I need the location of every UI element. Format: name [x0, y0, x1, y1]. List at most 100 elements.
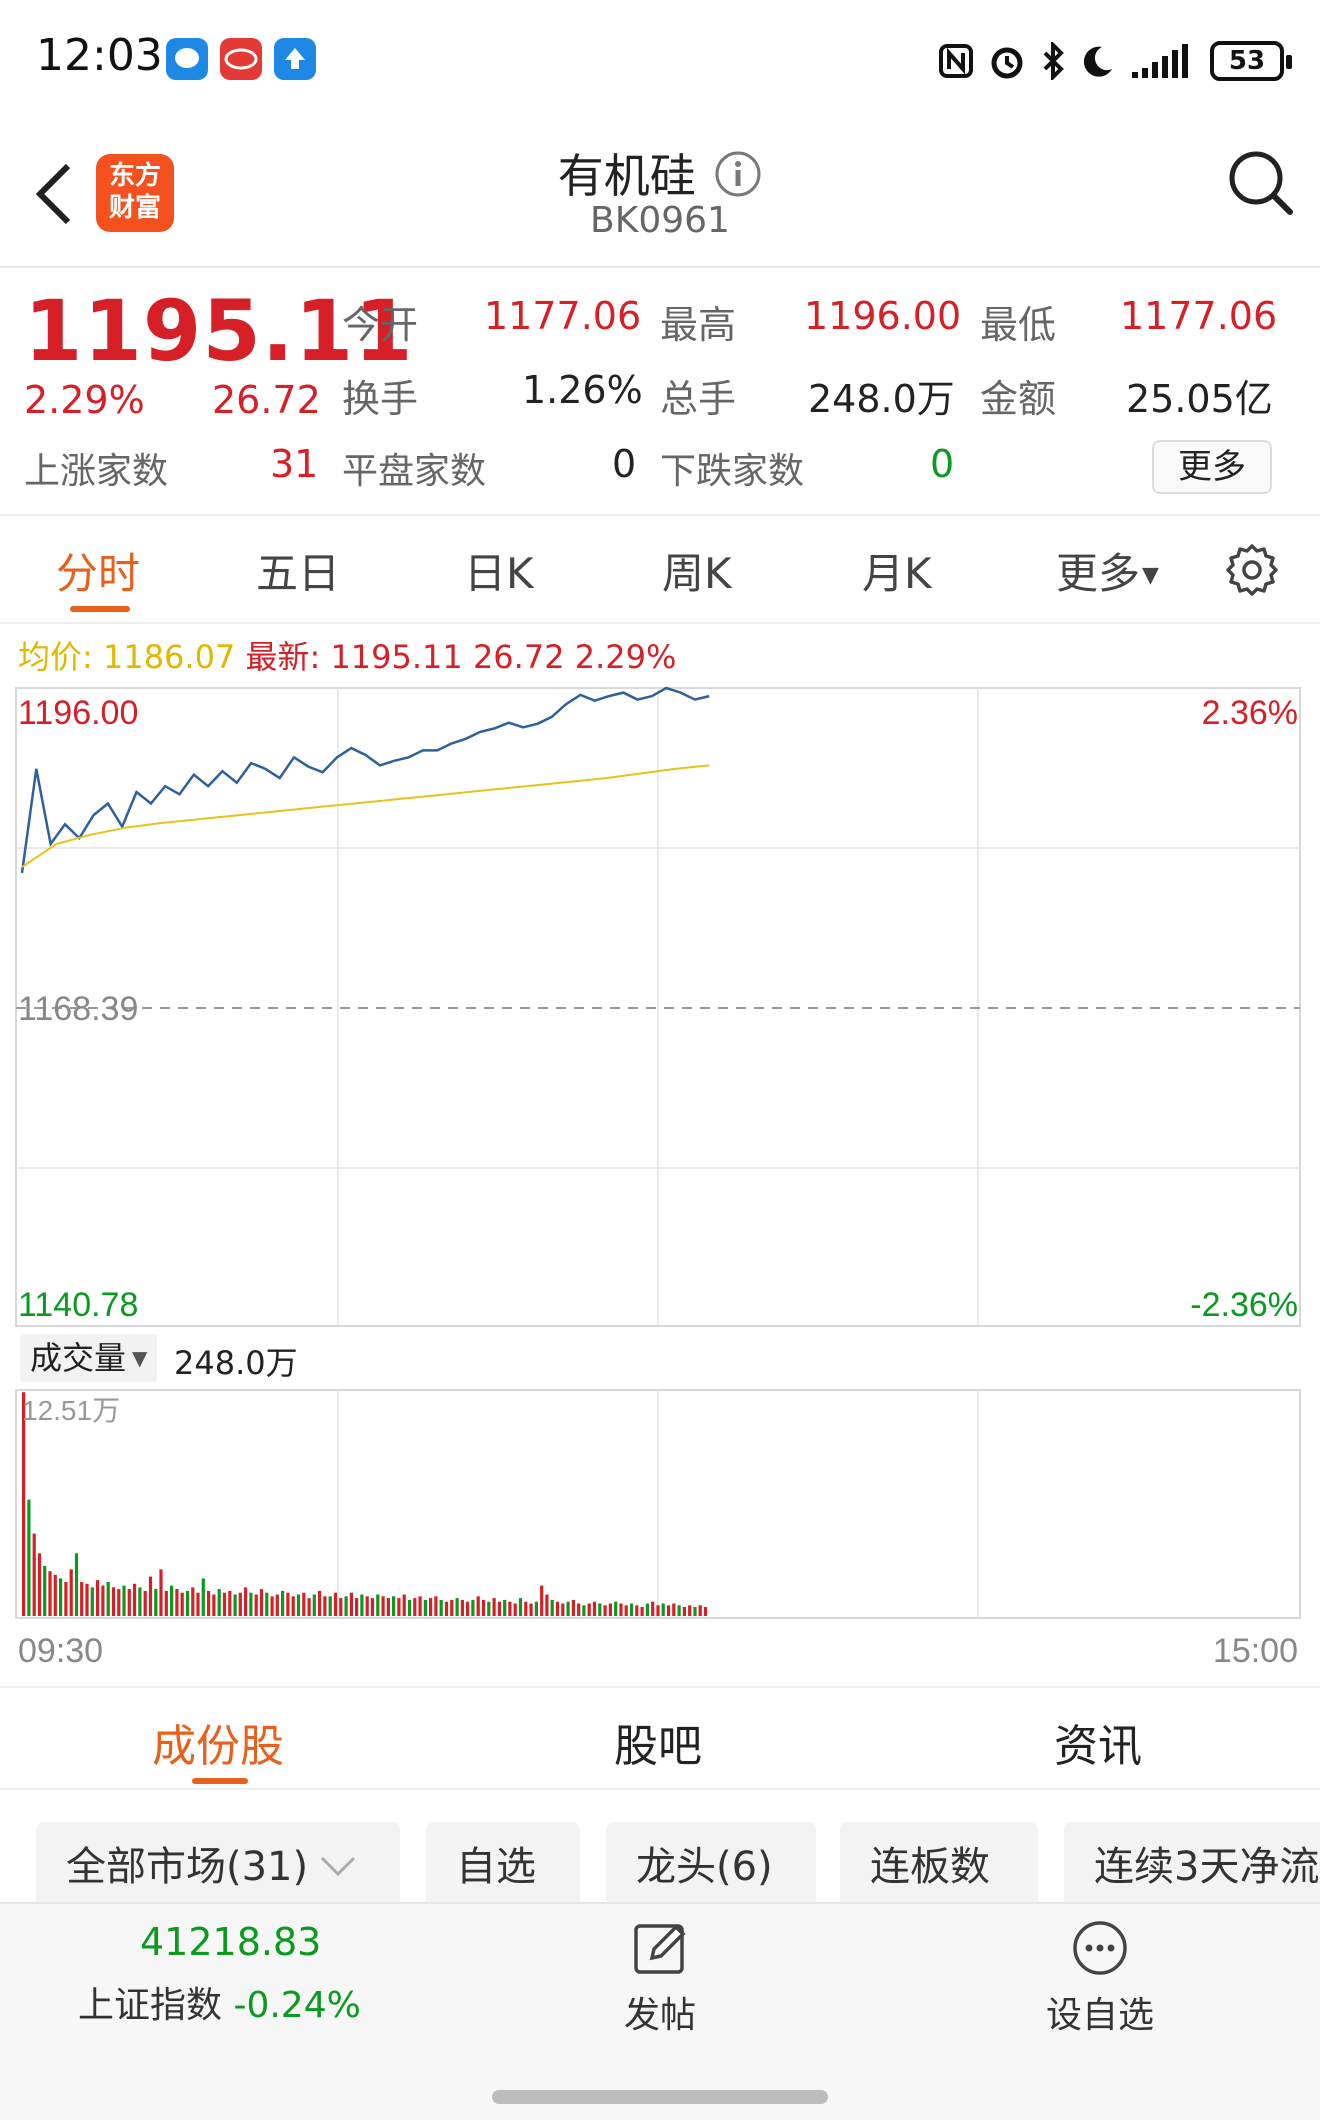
volume-bar: [608, 1603, 612, 1616]
volume-total: 248.0万: [174, 1344, 298, 1382]
volume-bar: [85, 1583, 89, 1616]
volume-bar: [148, 1576, 153, 1616]
tab-daily-k[interactable]: 日K: [464, 549, 534, 598]
bottom-bar: 41218.83 上证指数 -0.24% 发帖 设自选: [0, 1902, 1320, 2120]
tab-constituents[interactable]: 成份股: [152, 1721, 284, 1772]
volume-bar: [392, 1596, 396, 1616]
filter-limit-up[interactable]: 连板数: [840, 1822, 1038, 1912]
time-end-label: 15:00: [1213, 1632, 1298, 1670]
volume-bar: [460, 1599, 464, 1616]
volume-selector[interactable]: 成交量 ▼: [20, 1334, 158, 1382]
add-watchlist-label: 设自选: [1045, 1995, 1154, 2036]
volume-bar: [698, 1605, 702, 1616]
volume-bar: [592, 1601, 597, 1616]
flat-count-label: 平盘家数: [342, 451, 487, 492]
volume-bar: [196, 1592, 200, 1616]
volume-bar: [191, 1587, 195, 1616]
volume-bar: [164, 1590, 168, 1616]
volume-bar: [598, 1603, 602, 1616]
latest-pct: 2.29%: [574, 638, 677, 676]
volume-bar: [22, 1392, 26, 1616]
volume-bar: [545, 1594, 549, 1616]
volume-bars: [22, 1392, 708, 1616]
filter-watchlist[interactable]: 自选: [426, 1822, 580, 1912]
tab-news[interactable]: 资讯: [1054, 1721, 1142, 1772]
tab-more[interactable]: 更多▼: [1056, 540, 1159, 601]
post-label: 发帖: [623, 1995, 696, 2036]
post-button[interactable]: 发帖: [590, 1918, 730, 2038]
index-name-row[interactable]: 上证指数 -0.24%: [78, 1976, 361, 2028]
low-value: 1177.06: [1120, 294, 1278, 338]
app-logo[interactable]: 东方 财富: [96, 154, 174, 232]
volume-bar: [318, 1590, 322, 1616]
volume-bar: [138, 1587, 142, 1616]
latest-change: 26.72: [472, 638, 565, 676]
volume-bar: [296, 1594, 301, 1616]
filter-leaders[interactable]: 龙头(6): [606, 1822, 816, 1912]
add-watchlist-button[interactable]: 设自选: [1030, 1918, 1170, 2038]
volume-bar: [185, 1590, 190, 1616]
amount-label: 金额: [980, 377, 1057, 421]
volume-bar: [656, 1605, 660, 1616]
volume-bar: [566, 1601, 570, 1616]
index-value[interactable]: 41218.83: [140, 1920, 322, 1964]
volume-bar: [360, 1594, 364, 1616]
volume-bar: [439, 1599, 443, 1616]
volume-bar: [682, 1607, 686, 1616]
volume-bar: [413, 1598, 417, 1616]
volume-bar: [503, 1599, 507, 1616]
back-icon[interactable]: [30, 160, 78, 228]
status-bar: 12:03 53: [0, 0, 1320, 120]
change-value: 26.72: [212, 378, 321, 422]
status-time: 12:03: [36, 30, 163, 81]
volume-bar: [703, 1607, 708, 1616]
intraday-chart[interactable]: 1196.00 1168.39 1140.78 2.36% -2.36% 12.…: [0, 680, 1320, 1680]
turnover-value: 1.26%: [522, 368, 643, 412]
volume-bar: [143, 1590, 147, 1616]
info-icon[interactable]: [714, 150, 762, 198]
up-count-label: 上涨家数: [24, 451, 169, 492]
volume-bar: [254, 1594, 258, 1616]
latest-value: 1195.11: [330, 638, 463, 676]
volume-bar: [286, 1592, 290, 1616]
content-tabs: 成份股 股吧 资讯: [0, 1686, 1320, 1790]
volume-bar: [666, 1605, 671, 1616]
volume-bar: [302, 1592, 306, 1616]
volume-bar: [423, 1599, 427, 1616]
search-icon[interactable]: [1226, 148, 1296, 218]
dropdown-arrow-icon: ▼: [132, 1346, 148, 1370]
filter-all-market[interactable]: 全部市场(31): [36, 1822, 400, 1912]
filter-net-inflow[interactable]: 连续3天净流: [1064, 1822, 1320, 1912]
volume-bar: [450, 1599, 454, 1616]
index-name: 上证指数: [78, 1985, 223, 2026]
tab-forum[interactable]: 股吧: [614, 1721, 702, 1772]
alarm-icon: [991, 47, 1023, 79]
home-indicator[interactable]: [492, 2090, 828, 2104]
tab-monthly-k[interactable]: 月K: [862, 549, 932, 598]
volume-bar: [651, 1601, 655, 1616]
volume-bar: [376, 1594, 380, 1616]
vol-max-label: 12.51万: [22, 1395, 120, 1426]
volume-bar: [212, 1594, 216, 1616]
status-indicators: 53: [938, 36, 1292, 86]
moon-icon: [1083, 46, 1112, 77]
battery-icon: 53: [1210, 41, 1292, 81]
volume-bar: [170, 1585, 174, 1616]
byd-icon: [220, 38, 262, 80]
volume-bar: [59, 1578, 63, 1616]
volume-bar: [281, 1590, 285, 1616]
quote-more-button[interactable]: 更多: [1152, 440, 1272, 494]
volume-bar: [587, 1603, 591, 1616]
tab-five-day[interactable]: 五日: [256, 549, 341, 598]
tab-weekly-k[interactable]: 周K: [662, 549, 732, 598]
settings-icon[interactable]: [1224, 542, 1280, 598]
volume-bar: [407, 1599, 412, 1616]
volume-bar: [497, 1601, 501, 1616]
volume-bar: [355, 1598, 359, 1616]
volume-bar: [614, 1601, 618, 1616]
volume-bar: [64, 1582, 68, 1616]
tab-intraday[interactable]: 分时: [56, 549, 141, 598]
volume-bar: [487, 1601, 491, 1616]
volume-bar: [222, 1592, 227, 1616]
bluetooth-icon: [1043, 42, 1064, 80]
